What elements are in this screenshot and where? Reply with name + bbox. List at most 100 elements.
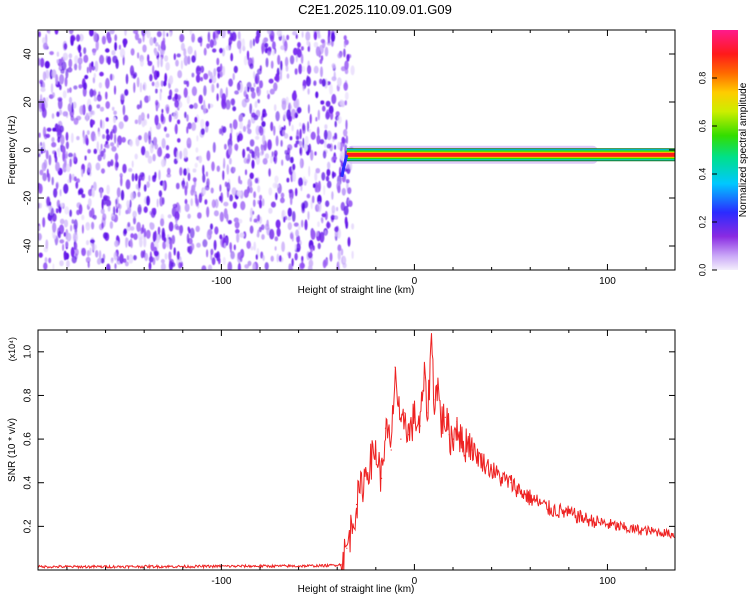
colorbar-ticks: 0.0 0.2 0.4 0.6 0.8	[697, 72, 717, 276]
noise-speckle	[125, 237, 129, 243]
snr-y-ticks: 0.2 0.4 0.6 0.8 1.0	[23, 344, 675, 533]
noise-speckle	[62, 145, 66, 155]
noise-speckle	[217, 72, 221, 79]
noise-speckle	[211, 199, 216, 209]
noise-speckle	[166, 32, 169, 37]
noise-speckle	[52, 263, 55, 270]
noise-speckle	[148, 95, 151, 102]
noise-speckle	[164, 252, 168, 260]
noise-speckle	[114, 152, 119, 161]
noise-speckle	[206, 206, 210, 218]
noise-speckle	[38, 152, 41, 158]
noise-speckle	[316, 201, 322, 213]
noise-speckle	[46, 168, 49, 178]
noise-speckle	[63, 183, 69, 194]
noise-speckle	[264, 153, 270, 160]
noise-speckle	[45, 133, 51, 138]
noise-speckle	[253, 241, 256, 251]
noise-speckle	[95, 39, 99, 51]
noise-speckle	[222, 170, 225, 181]
noise-speckle	[226, 182, 231, 192]
noise-speckle	[307, 88, 310, 95]
noise-speckle	[249, 63, 254, 70]
noise-speckle	[249, 149, 254, 154]
noise-speckle	[233, 167, 236, 172]
noise-speckle	[308, 165, 311, 177]
snr-point	[419, 425, 421, 427]
noise-speckle	[298, 177, 304, 187]
snr-point	[626, 527, 628, 530]
y-tick-label: 1.0	[23, 344, 34, 358]
noise-speckle	[143, 237, 147, 248]
noise-speckle	[247, 128, 252, 135]
noise-speckle	[253, 71, 256, 79]
noise-speckle	[206, 249, 209, 258]
noise-speckle	[246, 240, 251, 249]
noise-speckle	[307, 264, 313, 270]
noise-speckle	[237, 262, 241, 270]
noise-speckle	[97, 131, 101, 137]
noise-speckle	[45, 96, 49, 103]
noise-speckle	[219, 63, 223, 72]
noise-speckle	[280, 70, 282, 81]
noise-speckle	[206, 150, 211, 161]
noise-speckle	[103, 232, 108, 240]
noise-speckle	[331, 63, 336, 69]
noise-speckle	[120, 189, 125, 201]
noise-speckle	[283, 125, 286, 131]
noise-speckle	[280, 60, 283, 71]
noise-speckle	[280, 139, 283, 147]
noise-speckle	[165, 133, 170, 138]
noise-speckle	[109, 221, 114, 229]
noise-speckle	[128, 254, 134, 264]
noise-speckle	[70, 246, 75, 258]
noise-speckle	[46, 127, 52, 132]
noise-speckle	[259, 126, 264, 136]
noise-speckle	[324, 210, 328, 221]
noise-speckle	[295, 140, 300, 145]
noise-speckle	[292, 163, 296, 171]
noise-speckle	[310, 131, 316, 140]
noise-speckle	[334, 215, 339, 220]
noise-speckle	[63, 43, 68, 50]
noise-speckle	[148, 175, 151, 182]
spectrogram-y-axis-label: Frequency (Hz)	[7, 116, 18, 185]
noise-speckle	[165, 153, 171, 159]
noise-speckle	[129, 238, 133, 247]
noise-speckle	[290, 232, 294, 240]
noise-speckle	[317, 221, 320, 228]
noise-speckle	[89, 247, 92, 256]
noise-speckle	[106, 134, 110, 141]
noise-speckle	[210, 187, 214, 194]
noise-speckle	[334, 226, 339, 233]
noise-speckle	[150, 241, 155, 252]
noise-speckle	[351, 223, 355, 230]
noise-speckle	[313, 31, 318, 41]
noise-speckle	[319, 231, 325, 243]
noise-speckle	[255, 125, 261, 136]
noise-speckle	[351, 250, 354, 260]
noise-speckle	[147, 54, 150, 63]
noise-speckle	[270, 155, 273, 164]
noise-speckle	[261, 115, 264, 122]
noise-speckle	[325, 200, 330, 207]
noise-speckle	[226, 164, 230, 175]
noise-speckle	[203, 99, 206, 109]
noise-speckle	[154, 230, 157, 241]
noise-speckle	[319, 58, 323, 65]
noise-speckle	[42, 71, 47, 81]
noise-speckle	[303, 143, 308, 152]
noise-speckle	[187, 213, 191, 219]
noise-speckle	[230, 53, 234, 62]
noise-speckle	[39, 169, 44, 176]
noise-speckle	[52, 222, 57, 233]
noise-speckle	[109, 30, 115, 35]
noise-speckle	[296, 98, 300, 110]
noise-speckle	[294, 243, 297, 251]
noise-speckle	[252, 38, 255, 47]
noise-speckle	[287, 222, 292, 231]
noise-speckle	[134, 153, 138, 160]
noise-speckle	[163, 237, 167, 243]
y-tick-label: -40	[23, 238, 34, 253]
noise-speckle	[196, 135, 199, 142]
